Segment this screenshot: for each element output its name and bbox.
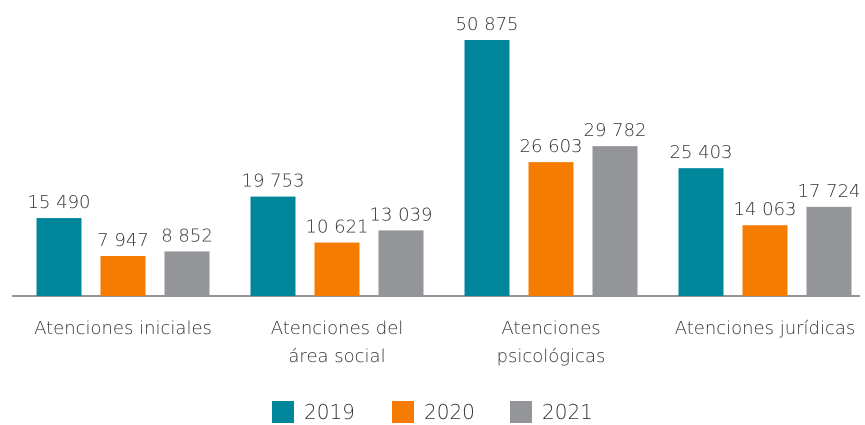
category-label: Atenciones psicológicas bbox=[496, 318, 606, 367]
bar bbox=[164, 251, 210, 296]
value-label: 7 947 bbox=[97, 230, 149, 251]
value-label: 8 852 bbox=[161, 225, 213, 246]
category-label: Atenciones jurídicas bbox=[674, 318, 856, 339]
value-label: 10 621 bbox=[306, 217, 369, 238]
value-label: 17 724 bbox=[798, 181, 861, 202]
value-label: 29 782 bbox=[584, 120, 647, 141]
legend-swatch bbox=[272, 401, 294, 423]
bar bbox=[528, 162, 574, 296]
legend-swatch bbox=[510, 401, 532, 423]
bar bbox=[36, 218, 82, 296]
bar bbox=[464, 40, 510, 296]
bar bbox=[250, 196, 296, 296]
legend-label: 2019 bbox=[304, 400, 355, 424]
bar bbox=[678, 168, 724, 296]
value-label: 14 063 bbox=[734, 199, 797, 220]
value-label: 50 875 bbox=[456, 14, 519, 35]
value-label: 13 039 bbox=[370, 204, 433, 225]
bar bbox=[806, 206, 852, 296]
bar bbox=[100, 256, 146, 296]
category-label: Atenciones del área social bbox=[270, 318, 404, 367]
legend-swatch bbox=[392, 401, 414, 423]
value-label: 26 603 bbox=[520, 136, 583, 157]
value-label: 19 753 bbox=[242, 171, 305, 192]
category-label: Atenciones iniciales bbox=[34, 318, 212, 339]
legend-label: 2020 bbox=[424, 400, 475, 424]
bar bbox=[592, 146, 638, 296]
legend-label: 2021 bbox=[542, 400, 593, 424]
bar bbox=[742, 225, 788, 296]
value-label: 15 490 bbox=[28, 192, 91, 213]
bar bbox=[378, 230, 424, 296]
value-label: 25 403 bbox=[670, 142, 733, 163]
bar bbox=[314, 242, 360, 296]
